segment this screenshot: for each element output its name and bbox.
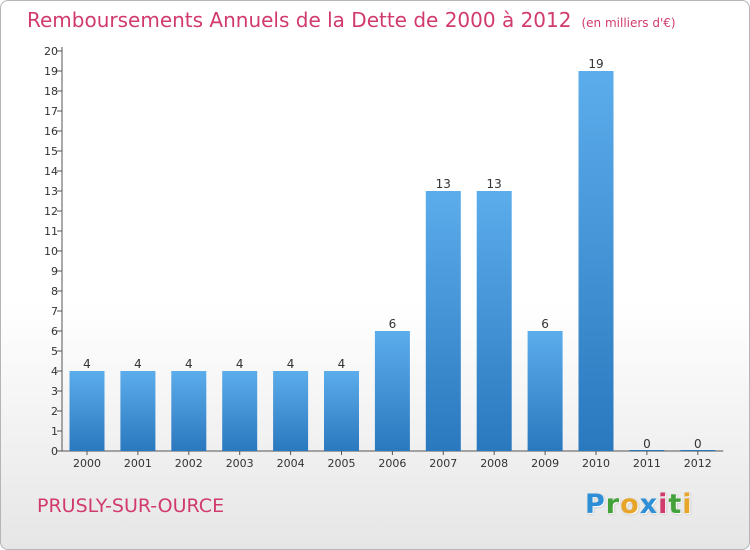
y-tick-label: 18 <box>44 85 58 98</box>
brand-logo-letter: x <box>639 489 659 520</box>
y-tick-label: 1 <box>51 425 58 438</box>
y-tick-label: 8 <box>51 285 58 298</box>
y-tick-label: 7 <box>51 305 58 318</box>
brand-logo-letter: t <box>668 489 683 520</box>
brand-logo-letter: i <box>682 489 693 520</box>
y-tick-label: 0 <box>51 445 58 458</box>
y-tick-label: 16 <box>44 125 58 138</box>
y-tick-label: 3 <box>51 385 58 398</box>
chart-unit: (en milliers d'€) <box>581 16 676 30</box>
y-tick-label: 11 <box>44 225 58 238</box>
y-tick-label: 10 <box>44 245 58 258</box>
x-tick-label: 2010 <box>582 457 610 470</box>
data-label: 4 <box>338 357 346 371</box>
brand-logo-letter: P <box>585 489 606 520</box>
x-tick-label: 2003 <box>226 457 254 470</box>
x-tick-label: 2006 <box>378 457 406 470</box>
data-label: 6 <box>389 317 397 331</box>
data-label: 0 <box>643 437 651 451</box>
data-label: 4 <box>134 357 142 371</box>
bar <box>425 191 461 451</box>
bar <box>69 371 105 451</box>
data-label: 13 <box>436 177 451 191</box>
y-tick-label: 2 <box>51 405 58 418</box>
brand-logo-letter: r <box>605 489 621 520</box>
bars: 4 4 4 4 4 4 6 13 13 6 19 0 0 <box>69 57 716 451</box>
x-tick-label: 2002 <box>175 457 203 470</box>
bar <box>120 371 156 451</box>
bar <box>527 331 563 451</box>
x-tick-label: 2008 <box>480 457 508 470</box>
bar <box>324 371 359 451</box>
data-label: 4 <box>83 357 91 371</box>
y-tick-label: 14 <box>44 165 58 178</box>
x-tick-label: 2004 <box>277 457 305 470</box>
brand-logo: Proxiti <box>585 489 693 520</box>
data-label: 0 <box>694 437 702 451</box>
bar <box>273 371 309 451</box>
y-tick-label: 20 <box>44 45 58 58</box>
bar <box>578 71 614 451</box>
data-label: 6 <box>541 317 549 331</box>
chart-title-text: Remboursements Annuels de la Dette de 20… <box>27 8 572 32</box>
brand-logo-letter: o <box>620 489 640 520</box>
x-tick-label: 2012 <box>684 457 712 470</box>
x-tick-label: 2005 <box>328 457 356 470</box>
x-tick-label: 2000 <box>73 457 101 470</box>
chart-title: Remboursements Annuels de la Dette de 20… <box>27 8 676 32</box>
brand-logo-letter: i <box>658 489 669 520</box>
y-tick-label: 4 <box>51 365 58 378</box>
y-tick-label: 17 <box>44 105 58 118</box>
data-label: 4 <box>287 357 295 371</box>
bar <box>476 191 512 451</box>
location-name: PRUSLY-SUR-OURCE <box>37 495 225 517</box>
bar <box>171 371 207 451</box>
data-label: 13 <box>487 177 502 191</box>
bar <box>222 371 258 451</box>
x-tick-label: 2001 <box>124 457 152 470</box>
x-tick-label: 2011 <box>633 457 661 470</box>
bar <box>374 331 410 451</box>
x-tick-label: 2009 <box>531 457 559 470</box>
y-tick-label: 15 <box>44 145 58 158</box>
y-tick-label: 6 <box>51 325 58 338</box>
data-label: 4 <box>236 357 244 371</box>
y-tick-label: 13 <box>44 185 58 198</box>
y-tick-label: 12 <box>44 205 58 218</box>
y-tick-label: 19 <box>44 65 58 78</box>
data-label: 4 <box>185 357 193 371</box>
y-tick-label: 9 <box>51 265 58 278</box>
data-label: 19 <box>588 57 603 71</box>
y-tick-label: 5 <box>51 345 58 358</box>
x-tick-label: 2007 <box>429 457 457 470</box>
